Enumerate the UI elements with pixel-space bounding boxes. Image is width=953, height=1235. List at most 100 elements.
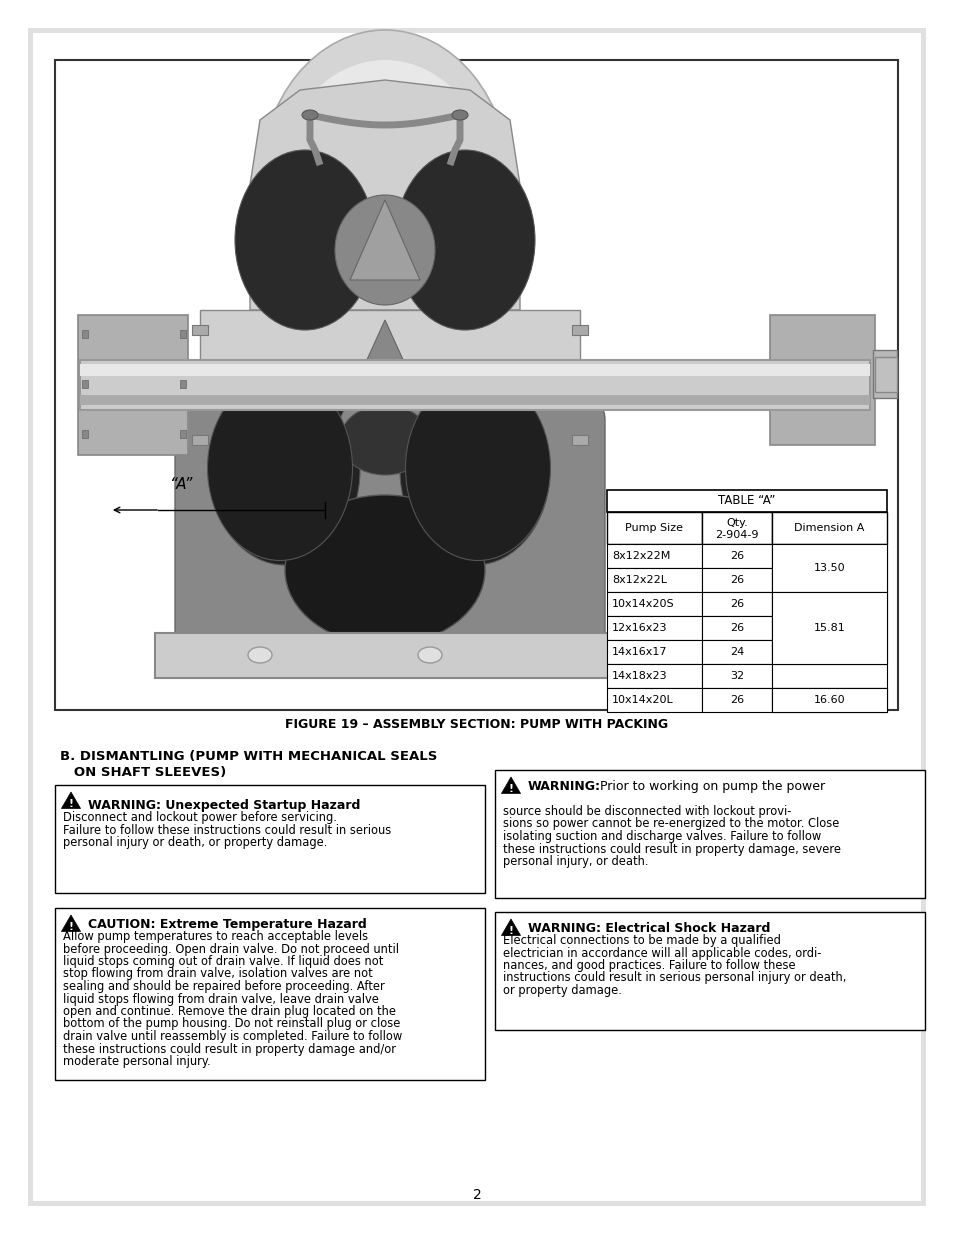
Bar	[78, 315, 188, 454]
Bar	[495, 911, 924, 1030]
Polygon shape	[501, 919, 520, 935]
Polygon shape	[200, 310, 579, 650]
Bar	[771, 543, 886, 592]
Bar	[606, 688, 701, 713]
Text: 8x12x22M: 8x12x22M	[612, 551, 670, 561]
Text: Qty.: Qty.	[725, 517, 747, 529]
Text: electrician in accordance will all applicable codes, ordi-: electrician in accordance will all appli…	[502, 946, 821, 960]
Text: bottom of the pump housing. Do not reinstall plug or close: bottom of the pump housing. Do not reins…	[63, 1018, 400, 1030]
Bar	[606, 592, 701, 616]
Ellipse shape	[452, 110, 468, 120]
Bar	[154, 634, 624, 678]
Text: before proceeding. Open drain valve. Do not proceed until: before proceeding. Open drain valve. Do …	[63, 942, 398, 956]
Text: Prior to working on pump the power: Prior to working on pump the power	[596, 781, 824, 793]
Bar	[771, 592, 886, 616]
Bar	[80, 364, 869, 375]
Text: Electrical connections to be made by a qualified: Electrical connections to be made by a q…	[502, 934, 781, 947]
Bar	[572, 325, 587, 335]
Text: TABLE “A”: TABLE “A”	[718, 494, 775, 508]
Bar	[771, 688, 886, 713]
Ellipse shape	[339, 405, 430, 475]
Text: “A”: “A”	[170, 477, 193, 492]
Text: WARNING: Electrical Shock Hazard: WARNING: Electrical Shock Hazard	[527, 923, 770, 935]
Ellipse shape	[399, 375, 550, 564]
Polygon shape	[335, 320, 435, 430]
Bar	[872, 350, 896, 398]
Text: 14x16x17: 14x16x17	[612, 647, 667, 657]
Text: 10x14x20S: 10x14x20S	[612, 599, 674, 609]
Bar	[82, 430, 88, 438]
Text: source should be disconnected with lockout provi-: source should be disconnected with locko…	[502, 805, 791, 818]
Bar	[82, 330, 88, 338]
Text: 26: 26	[729, 599, 743, 609]
Bar	[771, 543, 886, 568]
Bar	[701, 513, 771, 543]
Text: 2: 2	[472, 1188, 481, 1202]
Bar	[606, 568, 701, 592]
Ellipse shape	[405, 375, 550, 561]
Bar	[82, 380, 88, 388]
Bar	[771, 616, 886, 640]
Text: !: !	[508, 784, 513, 794]
Text: 24: 24	[729, 647, 743, 657]
Bar	[771, 513, 886, 543]
Text: 14x18x23: 14x18x23	[612, 671, 667, 680]
Ellipse shape	[248, 647, 272, 663]
Bar	[606, 640, 701, 664]
Bar	[55, 61, 897, 710]
Text: 26: 26	[729, 622, 743, 634]
Polygon shape	[350, 200, 419, 280]
Bar	[606, 543, 701, 568]
Ellipse shape	[208, 375, 352, 561]
Text: personal injury or death, or property damage.: personal injury or death, or property da…	[63, 836, 327, 848]
Text: 15.81: 15.81	[813, 622, 844, 634]
Bar	[701, 543, 771, 568]
Text: B. DISMANTLING (PUMP WITH MECHANICAL SEALS: B. DISMANTLING (PUMP WITH MECHANICAL SEA…	[60, 750, 436, 763]
Text: 12x16x23: 12x16x23	[612, 622, 667, 634]
Text: WARNING: Unexpected Startup Hazard: WARNING: Unexpected Startup Hazard	[88, 799, 360, 811]
Bar	[572, 435, 587, 445]
FancyBboxPatch shape	[174, 400, 604, 671]
Text: liquid stops flowing from drain valve, leave drain valve: liquid stops flowing from drain valve, l…	[63, 993, 378, 1005]
Text: !: !	[69, 799, 73, 809]
Text: open and continue. Remove the drain plug located on the: open and continue. Remove the drain plug…	[63, 1005, 395, 1018]
Text: !: !	[69, 923, 73, 932]
Bar	[771, 592, 886, 664]
Text: or property damage.: or property damage.	[502, 984, 621, 997]
Text: 16.60: 16.60	[813, 695, 844, 705]
Ellipse shape	[335, 195, 435, 305]
Bar	[769, 315, 874, 445]
Bar	[606, 616, 701, 640]
Bar	[701, 688, 771, 713]
Bar	[701, 568, 771, 592]
Bar	[55, 785, 484, 893]
Text: 26: 26	[729, 551, 743, 561]
Text: 26: 26	[729, 576, 743, 585]
Text: these instructions could result in property damage and/or: these instructions could result in prope…	[63, 1042, 395, 1056]
Ellipse shape	[210, 375, 359, 564]
Bar	[771, 568, 886, 592]
Text: stop flowing from drain valve, isolation valves are not: stop flowing from drain valve, isolation…	[63, 967, 373, 981]
Bar	[771, 640, 886, 664]
Text: !: !	[508, 926, 513, 936]
Bar	[495, 769, 924, 898]
Text: Dimension A: Dimension A	[794, 522, 863, 534]
Polygon shape	[61, 915, 80, 931]
Bar	[701, 592, 771, 616]
Text: drain valve until reassembly is completed. Failure to follow: drain valve until reassembly is complete…	[63, 1030, 402, 1044]
Bar	[180, 380, 186, 388]
Text: 8x12x22L: 8x12x22L	[612, 576, 666, 585]
Ellipse shape	[302, 110, 317, 120]
Ellipse shape	[395, 149, 535, 330]
Text: instructions could result in serious personal injury or death,: instructions could result in serious per…	[502, 972, 845, 984]
Text: these instructions could result in property damage, severe: these instructions could result in prope…	[502, 842, 841, 856]
Polygon shape	[250, 80, 519, 310]
Bar	[192, 325, 208, 335]
Text: CAUTION: Extreme Temperature Hazard: CAUTION: Extreme Temperature Hazard	[88, 918, 366, 931]
Text: sealing and should be repaired before proceeding. After: sealing and should be repaired before pr…	[63, 981, 384, 993]
Text: Pump Size: Pump Size	[625, 522, 682, 534]
Text: moderate personal injury.: moderate personal injury.	[63, 1055, 211, 1068]
Text: FIGURE 19 – ASSEMBLY SECTION: PUMP WITH PACKING: FIGURE 19 – ASSEMBLY SECTION: PUMP WITH …	[285, 719, 668, 731]
Bar	[606, 664, 701, 688]
Bar	[771, 688, 886, 713]
